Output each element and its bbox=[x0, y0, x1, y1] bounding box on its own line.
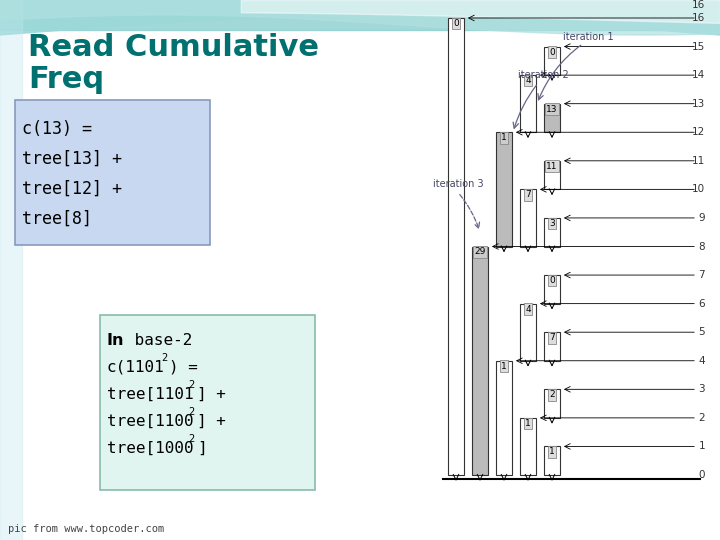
Bar bbox=[544, 218, 560, 246]
Text: 15: 15 bbox=[692, 42, 705, 51]
Text: 0: 0 bbox=[698, 470, 705, 480]
Text: 0: 0 bbox=[549, 48, 555, 57]
Text: 1: 1 bbox=[501, 362, 507, 371]
Text: 16: 16 bbox=[692, 13, 705, 23]
Text: Freq: Freq bbox=[28, 65, 104, 94]
Text: 4: 4 bbox=[525, 305, 531, 314]
Bar bbox=[544, 275, 560, 303]
Text: 14: 14 bbox=[692, 70, 705, 80]
Bar bbox=[544, 46, 560, 75]
Text: 1: 1 bbox=[525, 419, 531, 428]
Bar bbox=[544, 447, 560, 475]
Text: ]: ] bbox=[197, 441, 207, 456]
Text: 13: 13 bbox=[546, 105, 558, 114]
Text: tree[12] +: tree[12] + bbox=[22, 180, 122, 198]
Text: ) =: ) = bbox=[169, 360, 198, 375]
Text: c(13) =: c(13) = bbox=[22, 120, 92, 138]
Text: iteration 1: iteration 1 bbox=[563, 31, 613, 42]
Text: 29: 29 bbox=[474, 247, 486, 256]
Text: 8: 8 bbox=[698, 241, 705, 252]
Text: 2: 2 bbox=[161, 353, 167, 363]
Bar bbox=[520, 75, 536, 132]
Text: tree[1101: tree[1101 bbox=[107, 387, 194, 402]
Text: 5: 5 bbox=[698, 327, 705, 337]
Text: 7: 7 bbox=[698, 270, 705, 280]
Bar bbox=[520, 303, 536, 361]
Text: 2: 2 bbox=[188, 380, 194, 390]
Text: tree[1000: tree[1000 bbox=[107, 441, 194, 456]
Text: 10: 10 bbox=[692, 184, 705, 194]
Bar bbox=[0, 0, 22, 540]
Text: 11: 11 bbox=[546, 162, 558, 171]
Bar bbox=[520, 190, 536, 246]
Text: 2: 2 bbox=[188, 434, 194, 444]
Text: iteration 2: iteration 2 bbox=[518, 70, 568, 80]
Text: 1: 1 bbox=[549, 448, 555, 456]
Text: c(1101: c(1101 bbox=[107, 360, 165, 375]
Bar bbox=[15, 100, 210, 245]
Text: 2: 2 bbox=[188, 407, 194, 417]
Text: In: In bbox=[107, 333, 125, 348]
Bar bbox=[496, 361, 512, 475]
Text: 4: 4 bbox=[525, 76, 531, 85]
Bar bbox=[100, 315, 315, 490]
Text: ] +: ] + bbox=[197, 414, 226, 429]
Text: tree[13] +: tree[13] + bbox=[22, 150, 122, 168]
Bar bbox=[496, 132, 512, 246]
Bar bbox=[472, 246, 488, 475]
Text: 3: 3 bbox=[698, 384, 705, 394]
Text: 3: 3 bbox=[549, 219, 555, 228]
Text: tree[1100: tree[1100 bbox=[107, 414, 194, 429]
Bar bbox=[448, 18, 464, 475]
Bar bbox=[544, 161, 560, 190]
Bar bbox=[544, 389, 560, 418]
Text: 2: 2 bbox=[698, 413, 705, 423]
Text: 2: 2 bbox=[549, 390, 555, 399]
Text: 6: 6 bbox=[698, 299, 705, 309]
Text: 4: 4 bbox=[698, 356, 705, 366]
Text: 16: 16 bbox=[692, 0, 705, 10]
Text: 7: 7 bbox=[525, 191, 531, 199]
Text: 13: 13 bbox=[692, 99, 705, 109]
Bar bbox=[520, 418, 536, 475]
Text: iteration 3: iteration 3 bbox=[433, 179, 483, 190]
Text: Read Cumulative: Read Cumulative bbox=[28, 32, 319, 62]
Text: 11: 11 bbox=[692, 156, 705, 166]
Text: 0: 0 bbox=[453, 19, 459, 28]
Text: base-2: base-2 bbox=[125, 333, 192, 348]
Text: ] +: ] + bbox=[197, 387, 226, 402]
Bar bbox=[544, 332, 560, 361]
Text: 1: 1 bbox=[501, 133, 507, 142]
Text: 1: 1 bbox=[698, 441, 705, 451]
Text: 9: 9 bbox=[698, 213, 705, 223]
Bar bbox=[544, 104, 560, 132]
Text: 12: 12 bbox=[692, 127, 705, 137]
Text: 7: 7 bbox=[549, 333, 555, 342]
Text: pic from www.topcoder.com: pic from www.topcoder.com bbox=[8, 524, 164, 534]
Text: tree[8]: tree[8] bbox=[22, 210, 92, 228]
Text: 0: 0 bbox=[549, 276, 555, 285]
